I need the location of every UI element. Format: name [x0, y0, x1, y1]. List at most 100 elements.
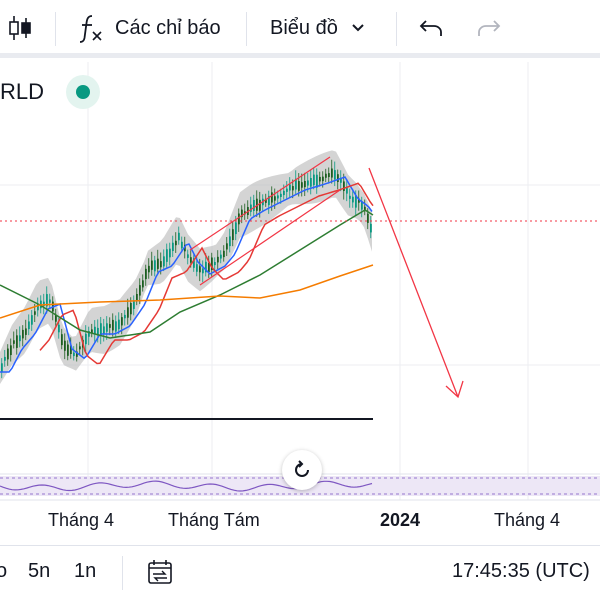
ma-orange-line: [0, 264, 374, 319]
indicators-button[interactable]: Các chỉ báo: [78, 8, 221, 48]
candle-body: [121, 317, 123, 326]
candle-body: [88, 331, 90, 337]
candles-icon[interactable]: [6, 8, 34, 48]
candle-body: [298, 181, 300, 191]
candle-body: [46, 294, 48, 307]
candle-body: [109, 324, 111, 328]
candle-body: [163, 256, 165, 267]
bollinger-band: [0, 150, 372, 384]
undo-button[interactable]: [418, 8, 444, 48]
candle-body: [274, 196, 276, 201]
candle-body: [256, 198, 258, 211]
range-button-partial[interactable]: o: [0, 560, 8, 582]
candle-body: [136, 293, 138, 302]
candle-body: [334, 170, 336, 180]
top-toolbar: Các chỉ báo Biểu đồ: [0, 0, 600, 58]
candle-body: [106, 323, 108, 332]
candle-body: [364, 206, 366, 212]
chart-type-label: Biểu đồ: [270, 16, 338, 39]
candle-body: [340, 177, 342, 183]
candle-body: [181, 241, 183, 249]
candle-body: [73, 352, 75, 357]
candle-body: [133, 300, 135, 309]
chart-type-button[interactable]: Biểu đồ: [270, 8, 366, 48]
candle-body: [199, 266, 201, 273]
candle-body: [43, 301, 45, 306]
forecast-arrow-head: [445, 380, 464, 399]
candle-body: [91, 329, 93, 334]
candle-body: [277, 195, 279, 199]
candle-body: [115, 321, 117, 332]
price-chart[interactable]: [0, 58, 600, 540]
candle-body: [37, 304, 39, 311]
candle-body: [307, 180, 309, 186]
candle-body: [253, 199, 255, 211]
candle-body: [28, 321, 30, 330]
candle-body: [226, 243, 228, 250]
candle-body: [76, 351, 78, 357]
candle-body: [316, 174, 318, 188]
candle-body: [304, 180, 306, 188]
range-button-1n[interactable]: 1n: [74, 560, 97, 582]
status-dot-icon: [76, 85, 91, 99]
candle-body: [331, 168, 333, 178]
reset-icon: [295, 460, 309, 477]
trend-channel-lower: [199, 189, 341, 286]
candle-body: [169, 248, 171, 258]
clock[interactable]: 17:45:35 (UTC): [452, 560, 590, 582]
undo-icon: [419, 20, 442, 36]
bottom-bar: o 5n 1n 17:45:35 (UTC): [0, 545, 600, 600]
symbol-name[interactable]: RLD: [0, 79, 45, 104]
candle-body: [349, 195, 351, 199]
ma-red-line: [39, 182, 374, 365]
range-button-5n[interactable]: 5n: [28, 560, 51, 582]
candle-body: [205, 261, 207, 273]
chevron-down-icon: [352, 24, 364, 32]
candle-body: [124, 314, 126, 319]
candle-body: [310, 178, 312, 187]
candle-body: [229, 236, 231, 247]
candle-body: [295, 178, 297, 190]
candle-body: [352, 196, 354, 203]
candle-body: [292, 186, 294, 191]
candle-body: [283, 190, 285, 196]
candle-body: [280, 193, 282, 197]
candle-body: [358, 198, 360, 203]
candle-body: [238, 213, 240, 225]
redo-icon: [478, 20, 501, 36]
toolbar-divider: [396, 12, 397, 46]
function-icon: [79, 15, 102, 43]
candle-body: [271, 192, 273, 203]
candle-body: [19, 335, 21, 342]
candle-body: [211, 257, 213, 270]
time-axis-label: 2024: [380, 510, 421, 530]
candle-body: [322, 176, 324, 182]
candle-body: [190, 257, 192, 263]
toolbar-divider: [55, 12, 56, 46]
candle-body: [61, 334, 63, 346]
bollinger-band-fill: [0, 150, 372, 384]
candle-body: [361, 201, 363, 210]
time-axis-label: Tháng 4: [494, 510, 561, 530]
candle-body: [289, 184, 291, 191]
candle-body: [235, 222, 237, 235]
candle-body: [214, 261, 216, 266]
redo-button[interactable]: [476, 8, 502, 48]
candle-body: [10, 345, 12, 356]
candlesticks: [1, 159, 372, 379]
reset-chart-button[interactable]: [282, 450, 322, 490]
candle-body: [346, 186, 348, 194]
candle-body: [118, 319, 120, 330]
candle-body: [7, 348, 9, 360]
market-status-dot[interactable]: [66, 75, 101, 109]
candle-body: [157, 258, 159, 269]
candle-body: [13, 340, 15, 344]
date-range-button[interactable]: [146, 558, 174, 592]
candle-body: [193, 258, 195, 268]
candle-body: [34, 311, 36, 315]
candle-body: [79, 346, 81, 350]
candle-body: [85, 333, 87, 345]
candle-body: [4, 356, 6, 361]
candle-body: [55, 315, 57, 322]
candle-body: [328, 173, 330, 178]
